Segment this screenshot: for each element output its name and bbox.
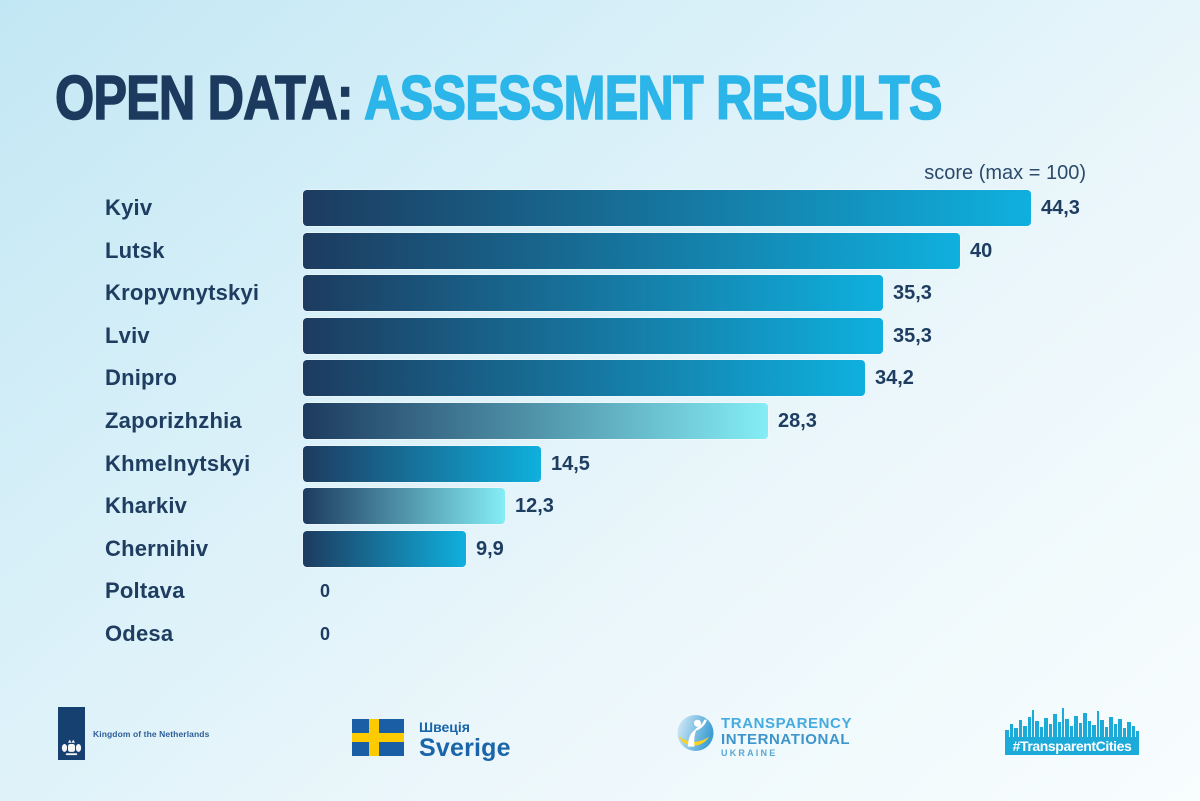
score-value: 35,3 <box>893 325 932 347</box>
hashtag-box: #TransparentCities <box>1005 737 1139 755</box>
score-bar <box>303 531 466 567</box>
transparency-international-logo: TRANSPARENCY INTERNATIONAL UKRAINE <box>676 713 852 760</box>
score-value: 0 <box>320 624 331 644</box>
score-value: 28,3 <box>778 410 817 432</box>
score-value: 44,3 <box>1041 197 1080 219</box>
city-label: Odesa <box>105 621 174 646</box>
hashtag-label: #TransparentCities <box>1012 738 1132 754</box>
chart-row: Lutsk 40 <box>0 233 1200 269</box>
score-value: 34,2 <box>875 367 914 389</box>
chart-row: Kharkiv 12,3 <box>0 488 1200 524</box>
score-bar <box>303 190 1031 226</box>
sweden-logo: Швеція Sverige <box>352 719 511 761</box>
axis-max-note: score (max = 100) <box>924 162 1086 184</box>
score-value: 9,9 <box>476 538 504 560</box>
score-value: 0 <box>320 581 331 601</box>
ti-line2: INTERNATIONAL <box>721 730 851 748</box>
score-bar <box>303 403 768 439</box>
sweden-flag-icon <box>352 719 404 756</box>
city-label: Zaporizhzhia <box>105 408 242 433</box>
score-bar <box>303 446 541 482</box>
score-bar <box>303 233 960 269</box>
city-label: Chernihiv <box>105 536 209 561</box>
transparent-cities-logo: #TransparentCities <box>1003 705 1143 755</box>
score-bar <box>303 275 883 311</box>
netherlands-label: Kingdom of the Netherlands <box>93 728 210 739</box>
chart-row: Dnipro 34,2 <box>0 360 1200 396</box>
ti-line3: UKRAINE <box>721 748 778 758</box>
city-label: Khmelnytskyi <box>105 451 251 476</box>
score-bar <box>303 360 865 396</box>
chart-row: Zaporizhzhia 28,3 <box>0 403 1200 439</box>
chart-row: Kyiv 44,3 <box>0 190 1200 226</box>
score-value: 35,3 <box>893 282 932 304</box>
netherlands-banner <box>58 707 85 760</box>
sweden-label-swedish: Sverige <box>419 734 511 762</box>
city-label: Kyiv <box>105 195 153 220</box>
city-label: Lviv <box>105 323 150 348</box>
city-label: Kropyvnytskyi <box>105 280 260 305</box>
score-bar <box>303 488 505 524</box>
score-value: 14,5 <box>551 453 590 475</box>
city-label: Dnipro <box>105 365 178 390</box>
city-label: Kharkiv <box>105 493 188 518</box>
title-prefix: OPEN DATA: <box>54 62 365 133</box>
sweden-label-ukrainian: Швеція <box>419 719 470 735</box>
city-skyline-icon <box>1005 708 1139 737</box>
chart-row: Poltava 0 <box>0 573 1200 609</box>
ti-labels: TRANSPARENCY INTERNATIONAL UKRAINE <box>721 716 852 760</box>
netherlands-logo: Kingdom of the Netherlands <box>58 707 209 760</box>
chart-row: Odesa 0 <box>0 616 1200 652</box>
chart-row: Kropyvnytskyi 35,3 <box>0 275 1200 311</box>
ti-line1: TRANSPARENCY <box>721 715 853 732</box>
bar-chart: Kyiv 44,3 Lutsk 40 Kropyvnytskyi 35,3 Lviv 35,3… <box>0 190 1200 660</box>
score-value: 12,3 <box>515 495 554 517</box>
netherlands-coat-of-arms-icon <box>61 739 82 756</box>
chart-row: Lviv 35,3 <box>0 318 1200 354</box>
sweden-labels: Швеція Sverige <box>419 719 511 761</box>
score-value: 40 <box>970 240 993 262</box>
city-label: Lutsk <box>105 238 165 263</box>
flag-cross-horizontal <box>352 733 404 742</box>
title-highlight: ASSESSMENT RESULTS <box>363 62 943 133</box>
chart-row: Khmelnytskyi 14,5 <box>0 446 1200 482</box>
page-title: OPEN DATA: ASSESSMENT RESULTS <box>54 62 943 134</box>
chart-row: Chernihiv 9,9 <box>0 531 1200 567</box>
city-label: Poltava <box>105 578 185 603</box>
score-bar <box>303 318 883 354</box>
ti-globe-icon <box>677 714 714 752</box>
